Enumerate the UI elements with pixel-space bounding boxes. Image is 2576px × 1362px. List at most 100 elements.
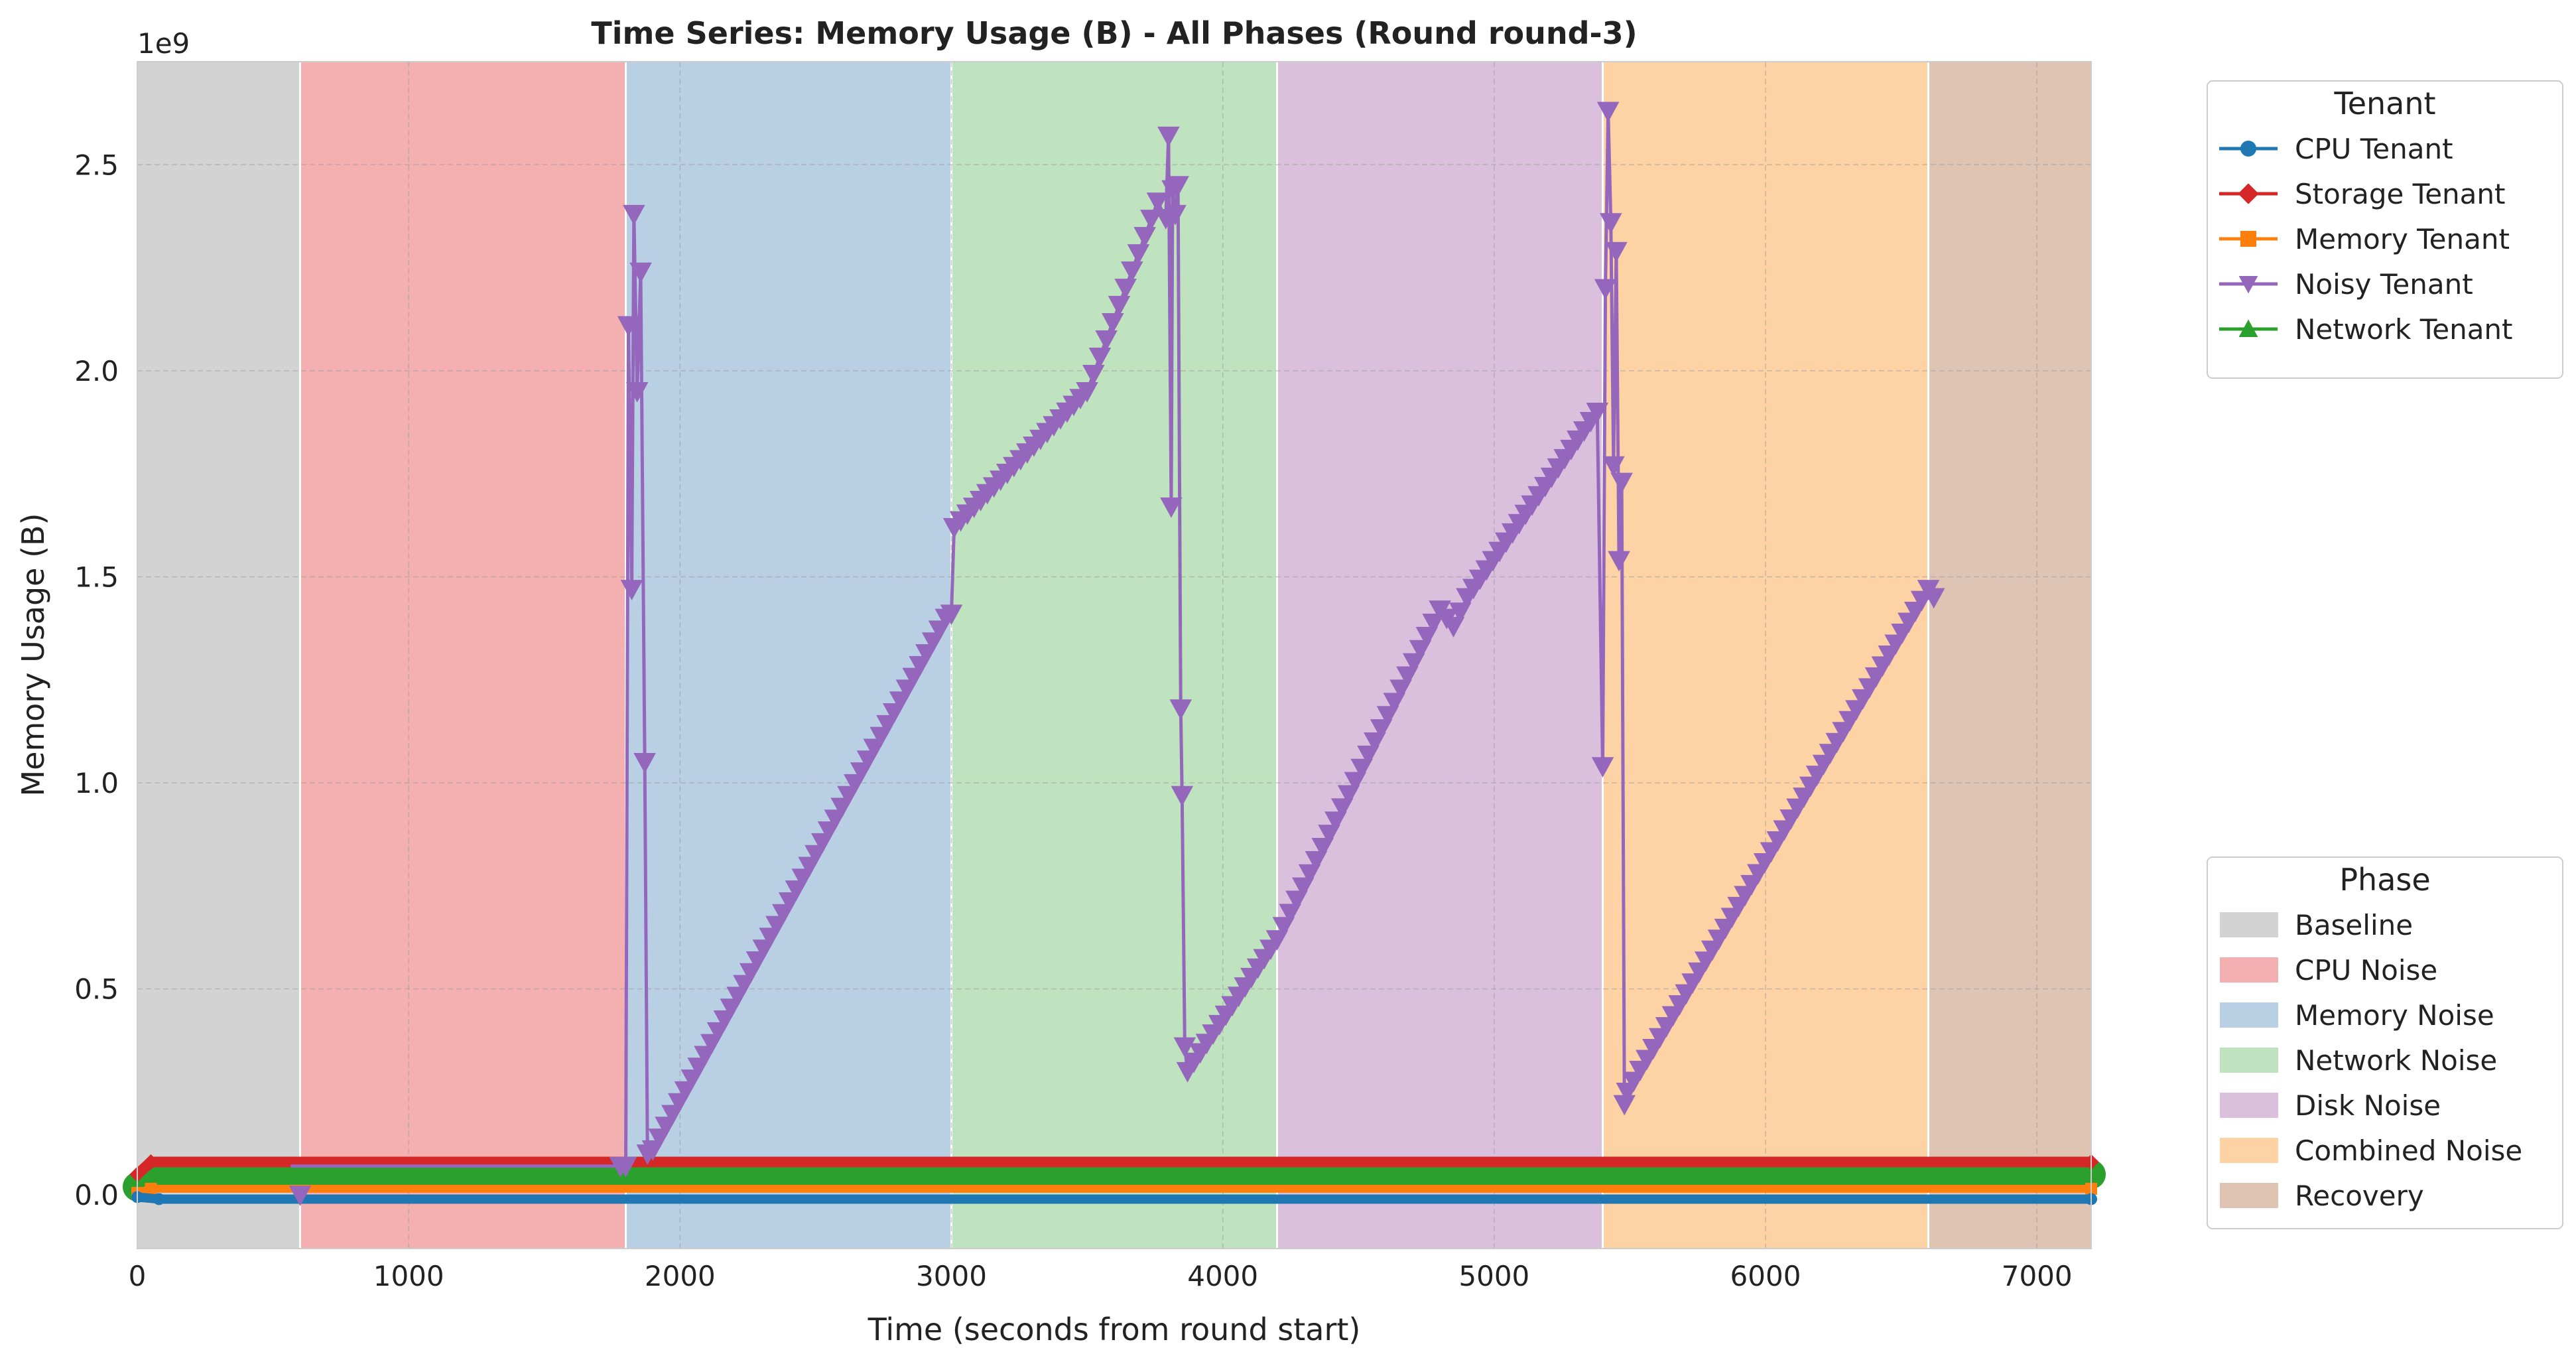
- data-point: [1139, 210, 1163, 230]
- legend-label: CPU Tenant: [2295, 133, 2453, 165]
- series-line: [290, 109, 1936, 1168]
- data-point: [146, 1167, 161, 1181]
- legend-marker: [2238, 183, 2259, 204]
- legend-label: Storage Tenant: [2295, 178, 2505, 210]
- data-point: [1586, 403, 1609, 423]
- data-point: [1594, 279, 1617, 300]
- legend-label: Memory Tenant: [2295, 223, 2510, 255]
- legend-swatch: [2220, 1002, 2278, 1028]
- data-point: [633, 753, 656, 774]
- data-point: [289, 1186, 312, 1207]
- data-point: [614, 1156, 637, 1178]
- legend-label: Disk Noise: [2295, 1089, 2441, 1122]
- x-tick-label: 6000: [1730, 1260, 1801, 1292]
- legend-label: Baseline: [2295, 909, 2413, 941]
- data-point: [1599, 213, 1622, 234]
- y-tick-label: 2.0: [74, 355, 119, 387]
- legend-swatch: [2220, 957, 2278, 983]
- data-point: [1171, 785, 1194, 807]
- data-point: [1596, 102, 1620, 123]
- x-tick-label: 4000: [1187, 1260, 1258, 1292]
- y-tick-label: 1.5: [74, 561, 119, 593]
- legend-marker: [2238, 276, 2258, 294]
- y-tick-label: 0.0: [74, 1179, 119, 1211]
- data-point: [1442, 617, 1465, 638]
- legend-frame: [2207, 80, 2563, 379]
- data-point: [1095, 330, 1118, 351]
- y-tick-label: 1.0: [74, 767, 119, 799]
- data-point: [1602, 456, 1625, 477]
- phase-band-recovery: [1928, 62, 2091, 1249]
- data-point: [1082, 364, 1105, 385]
- data-point: [153, 1193, 165, 1205]
- legend-label: Memory Noise: [2295, 999, 2494, 1032]
- plot-frame: [137, 61, 2092, 1249]
- data-point: [1613, 1095, 1636, 1116]
- data-point: [1076, 381, 1098, 403]
- legend-label: Network Tenant: [2295, 313, 2513, 346]
- data-point: [940, 604, 963, 626]
- data-point: [617, 316, 640, 337]
- data-point: [1160, 497, 1183, 518]
- data-point: [625, 381, 649, 403]
- data-point: [629, 262, 652, 283]
- legend-label: Network Noise: [2295, 1044, 2497, 1077]
- legend-swatch: [2220, 1048, 2278, 1073]
- phase-band-cpu-noise: [300, 62, 626, 1249]
- data-point: [1449, 602, 1472, 624]
- data-point: [1173, 1037, 1196, 1058]
- legend-label: CPU Noise: [2295, 954, 2437, 987]
- x-tick-label: 3000: [916, 1260, 987, 1292]
- y-tick-label: 2.5: [74, 149, 119, 181]
- data-point: [1610, 472, 1633, 494]
- x-tick-label: 5000: [1458, 1260, 1529, 1292]
- legend-title: Tenant: [2333, 86, 2435, 121]
- legend-frame: [2207, 856, 2563, 1229]
- x-tick-label: 7000: [2002, 1260, 2073, 1292]
- legend-label: Combined Noise: [2295, 1134, 2522, 1167]
- y-tick-label: 0.5: [74, 973, 119, 1006]
- data-point: [1164, 204, 1187, 226]
- legend-swatch: [2220, 1093, 2278, 1118]
- data-point: [1167, 176, 1189, 197]
- legend-label: Noisy Tenant: [2295, 268, 2473, 301]
- data-point: [1088, 347, 1112, 368]
- data-point: [620, 580, 643, 600]
- data-point: [1114, 279, 1137, 299]
- data-point: [1157, 126, 1180, 147]
- series-line: [133, 1184, 2095, 1197]
- chart-title: Time Series: Memory Usage (B) - All Phas…: [591, 15, 1637, 51]
- x-axis-label: Time (seconds from round start): [868, 1312, 1361, 1347]
- legend-title: Phase: [2339, 862, 2430, 898]
- legend-marker: [2240, 231, 2256, 247]
- phase-band-disk-noise: [1277, 62, 1603, 1249]
- phase-band-network-noise: [951, 62, 1277, 1249]
- legend-swatch: [2220, 912, 2278, 937]
- series-line: [133, 1192, 2096, 1204]
- phase-bands: [137, 62, 2091, 1249]
- phase-band-combined-noise: [1602, 62, 1929, 1249]
- data-point: [1133, 227, 1156, 247]
- y-axis-label: Memory Usage (B): [15, 513, 51, 796]
- legend-marker: [2238, 319, 2258, 337]
- data-point: [1922, 588, 1945, 609]
- legend-tenant: Tenant CPU Tenant Storage Tenant Memory Ten…: [2207, 80, 2563, 379]
- data-point: [145, 1182, 157, 1195]
- data-point: [1120, 261, 1143, 282]
- x-tick-label: 0: [129, 1260, 147, 1292]
- phase-band-baseline: [137, 62, 300, 1249]
- legend-marker: [2240, 141, 2256, 157]
- data-point: [1146, 192, 1169, 214]
- series-lines: [123, 102, 2106, 1207]
- series-noisy-tenant: [289, 102, 1945, 1207]
- legend-swatch: [2220, 1183, 2278, 1208]
- y-offset-text: 1e9: [137, 27, 190, 60]
- x-tick-label: 2000: [645, 1260, 716, 1292]
- data-point: [1108, 296, 1131, 316]
- data-point: [1608, 551, 1630, 572]
- legend-label: Recovery: [2295, 1180, 2424, 1212]
- x-tick-label: 1000: [373, 1260, 444, 1292]
- data-point: [1605, 241, 1628, 263]
- legend-swatch: [2220, 1138, 2278, 1163]
